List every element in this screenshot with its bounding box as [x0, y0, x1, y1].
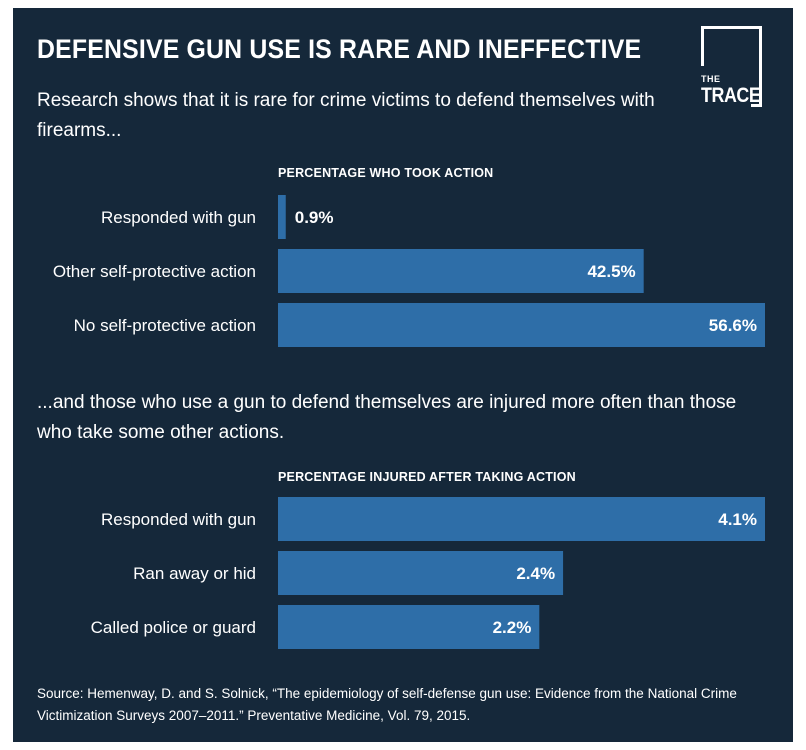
- subtitle: Research shows that it is rare for crime…: [37, 90, 655, 141]
- bar: [278, 195, 286, 239]
- data-label: 2.4%: [516, 564, 555, 583]
- category-label: Other self-protective action: [53, 262, 256, 281]
- chart-injured: Responded with gun 4.1% Ran away or hid 2.4…: [91, 497, 765, 649]
- bar: [278, 551, 564, 595]
- category-label: Responded with gun: [101, 208, 256, 227]
- subtitle-second: ...and those who use a gun to defend the…: [37, 392, 737, 443]
- source-citation: Source: Hemenway, D. and S. Solnick, “Th…: [37, 686, 737, 723]
- bar: [278, 497, 765, 541]
- logo-text-trace: TRACE: [701, 84, 761, 107]
- category-label: Ran away or hid: [133, 564, 256, 583]
- logo-frame-left: [701, 26, 704, 66]
- chart-1-title: PERCENTAGE WHO TOOK ACTION: [278, 166, 494, 180]
- chart-took-action: Responded with gun 0.9% Other self-protect…: [53, 195, 765, 347]
- bar: [278, 303, 765, 347]
- bar: [278, 605, 540, 649]
- data-label: 2.2%: [493, 618, 532, 637]
- logo-frame-bottom: [751, 104, 762, 107]
- chart-2-title: PERCENTAGE INJURED AFTER TAKING ACTION: [278, 470, 576, 484]
- data-label: 56.6%: [709, 316, 757, 335]
- data-label: 42.5%: [587, 262, 635, 281]
- category-label: Called police or guard: [91, 618, 256, 637]
- bar: [278, 249, 644, 293]
- page-title: DEFENSIVE GUN USE IS RARE AND INEFFECTIV…: [37, 34, 642, 64]
- data-label: 4.1%: [718, 510, 757, 529]
- the-trace-logo: THE TRACE: [701, 26, 763, 108]
- category-label: No self-protective action: [74, 316, 256, 335]
- category-label: Responded with gun: [101, 510, 256, 529]
- infographic-panel: DEFENSIVE GUN USE IS RARE AND INEFFECTIV…: [13, 8, 793, 742]
- logo-text-the: THE: [701, 74, 721, 84]
- data-label: 0.9%: [295, 208, 334, 227]
- logo-frame: [701, 26, 762, 107]
